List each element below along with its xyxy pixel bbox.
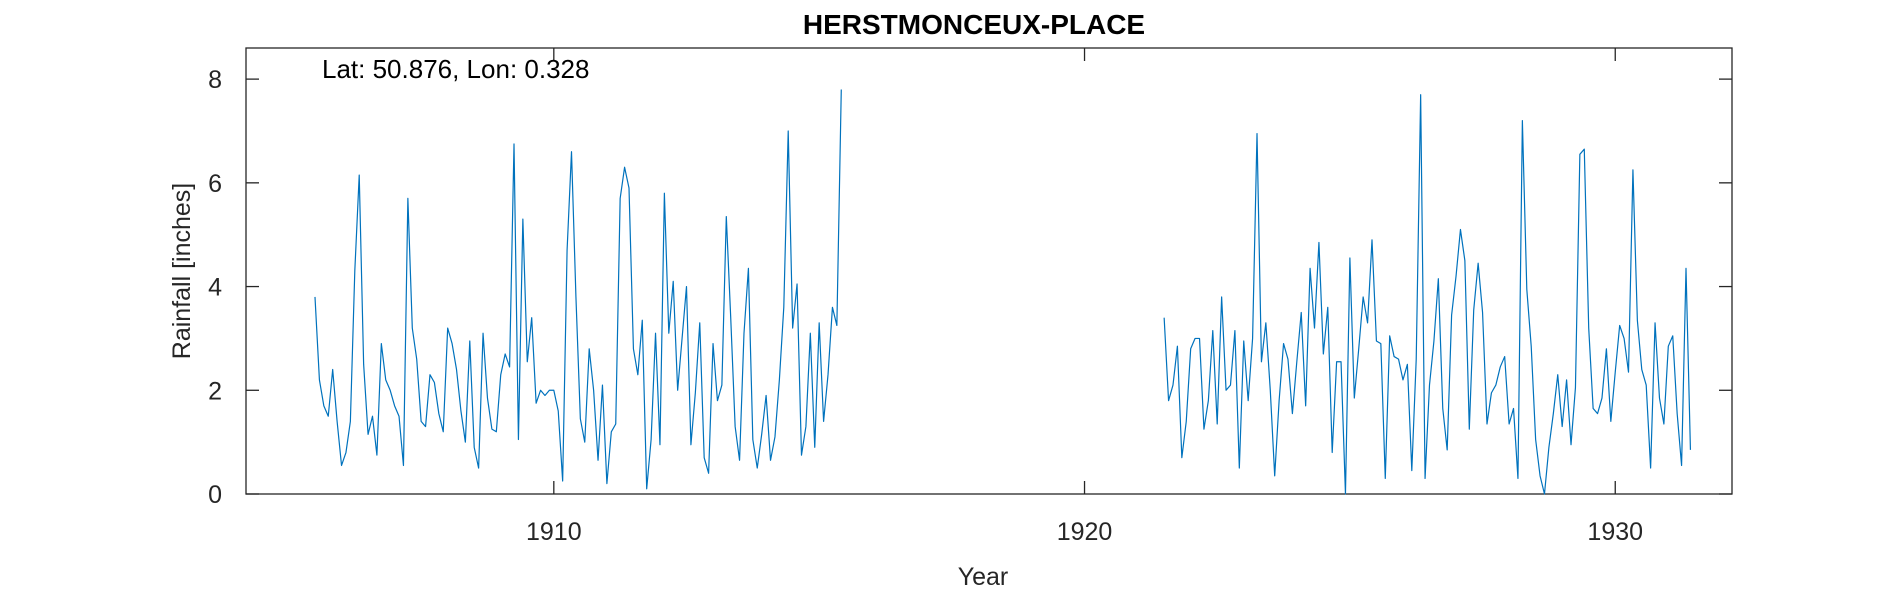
x-axis-label: Year bbox=[958, 563, 1009, 591]
x-tick-label: 1930 bbox=[1587, 518, 1643, 546]
y-tick-label: 2 bbox=[208, 377, 222, 405]
series-line bbox=[1163, 94, 1692, 495]
series-line bbox=[314, 89, 842, 490]
y-tick-label: 0 bbox=[208, 481, 222, 509]
y-tick-label: 8 bbox=[208, 66, 222, 94]
x-tick-label: 1920 bbox=[1057, 518, 1113, 546]
y-tick-label: 4 bbox=[208, 274, 222, 302]
chart-title: HERSTMONCEUX-PLACE bbox=[803, 9, 1145, 40]
plot-area bbox=[245, 47, 1733, 495]
y-axis-label: Rainfall [inches] bbox=[168, 183, 196, 359]
x-axis: 1910 1920 1930 bbox=[526, 48, 1643, 546]
rainfall-series bbox=[314, 89, 1692, 495]
x-tick-label: 1910 bbox=[526, 518, 582, 546]
y-tick-label: 6 bbox=[208, 170, 222, 198]
location-annotation: Lat: 50.876, Lon: 0.328 bbox=[322, 54, 589, 84]
y-axis: 0 2 4 6 8 bbox=[208, 66, 1732, 509]
